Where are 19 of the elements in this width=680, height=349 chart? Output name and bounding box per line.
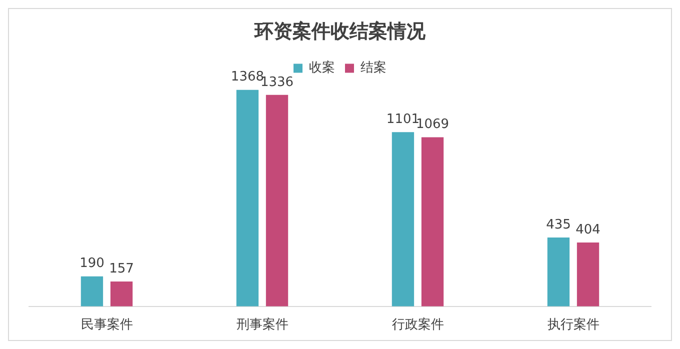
bar — [236, 90, 259, 306]
bar — [80, 276, 104, 306]
bar — [266, 94, 288, 306]
data-label: 435 — [546, 217, 571, 232]
data-label: 404 — [576, 222, 600, 238]
legend-label: 结案 — [360, 60, 386, 76]
bar — [392, 132, 414, 306]
legend-label: 收案 — [309, 60, 335, 76]
x-tick-label: 执行案件 — [547, 316, 600, 333]
x-tick-label: 行政案件 — [392, 316, 444, 333]
bar — [110, 282, 133, 306]
x-tick-label: 民事案件 — [80, 316, 133, 333]
data-label: 190 — [80, 256, 104, 272]
x-tick-label: 刑事案件 — [236, 316, 288, 333]
bar — [547, 238, 570, 306]
data-label: 157 — [109, 261, 134, 276]
chart-title: 环资案件收结案情况 — [254, 20, 426, 42]
bar — [421, 137, 444, 306]
bar — [576, 242, 600, 306]
